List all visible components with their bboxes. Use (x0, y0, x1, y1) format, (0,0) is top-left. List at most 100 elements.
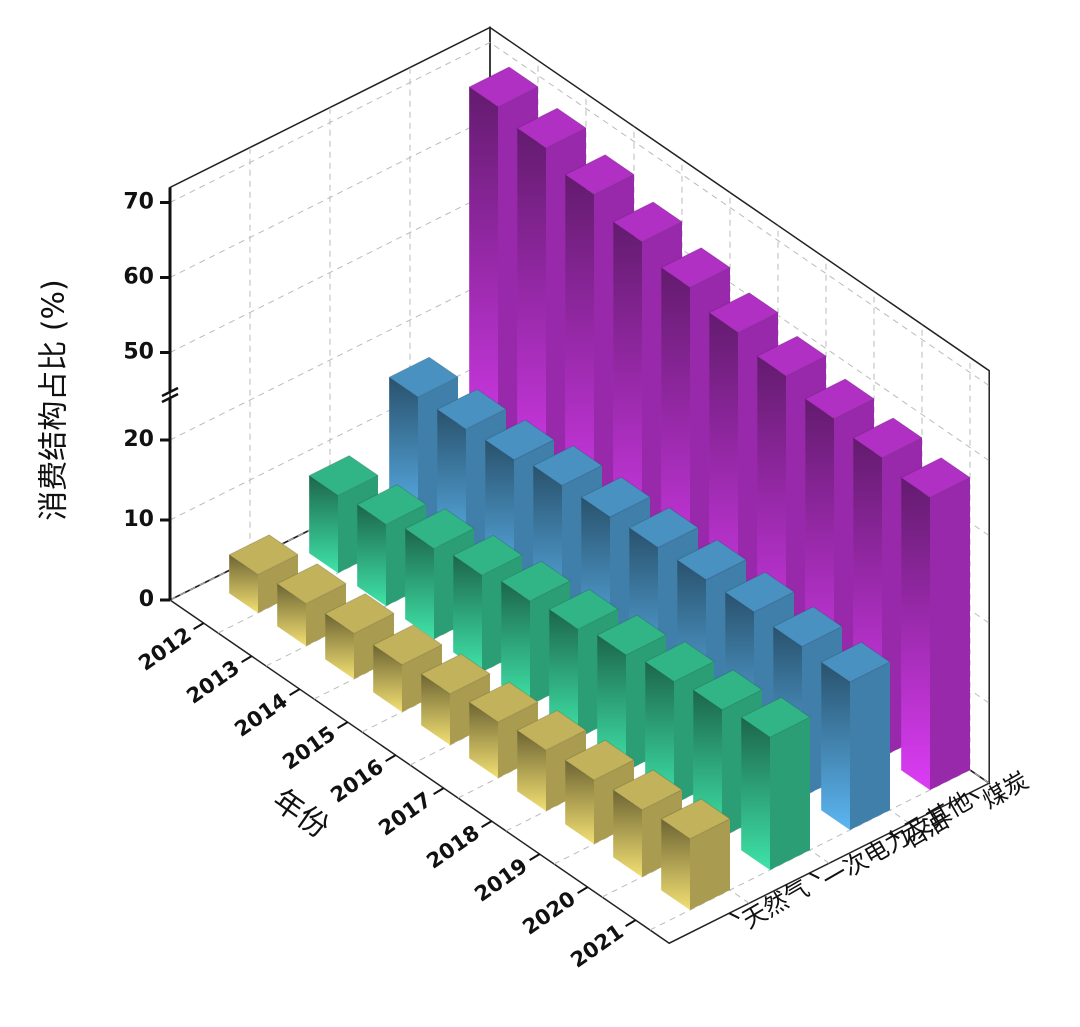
bar-front-shade (277, 583, 306, 646)
bar-top (612, 201, 683, 243)
bar-top-shade (405, 508, 474, 549)
bar-top-shade (517, 710, 586, 751)
x-tick (433, 787, 445, 795)
bar-top (804, 378, 875, 420)
bar-front-shade (613, 790, 642, 877)
y-tick-label: 50 (123, 340, 154, 365)
x-tick-label: 2013 (182, 655, 244, 708)
bar-top (900, 457, 971, 499)
bar-top (692, 669, 763, 711)
bar-front-shade (469, 702, 498, 778)
bar-front-shade (405, 528, 434, 639)
x-tick-label: 2019 (470, 853, 532, 906)
bar-top-shade (725, 572, 794, 612)
bar-top-shade (549, 589, 618, 630)
z-tick (808, 872, 820, 880)
bar-top-shade (325, 593, 394, 634)
x-tick (289, 688, 301, 696)
bar-top-shade (661, 799, 730, 839)
bar-top-shade (613, 201, 682, 242)
bar-top-shade (309, 455, 378, 496)
bar-front-shade (421, 674, 450, 745)
z-tick (728, 912, 740, 920)
y-tick-label: 60 (123, 265, 154, 290)
bar-front-shade (661, 819, 690, 910)
bar (228, 534, 299, 613)
bar-top (676, 539, 747, 581)
bar-top-shade (517, 108, 586, 148)
bar-top (436, 388, 507, 430)
axis-break (161, 392, 179, 404)
x-tick-label: 2021 (566, 919, 628, 972)
bar-top-shade (629, 507, 698, 548)
bar-top (516, 107, 587, 149)
bar-top (628, 507, 699, 549)
bar-top-shade (901, 457, 970, 498)
bar-top (372, 624, 443, 666)
bar-top-shade (613, 770, 682, 810)
z-tick-label: 煤炭 (978, 766, 1034, 814)
x-tick (577, 886, 589, 894)
x-tick (193, 622, 205, 630)
bar-front-shade (821, 662, 850, 830)
bar-top (468, 681, 539, 723)
bar-top (756, 335, 827, 377)
bar-top (516, 709, 587, 751)
bar-top-shade (421, 654, 490, 694)
bar-top-shade (661, 247, 730, 288)
x-tick (481, 820, 493, 828)
bar-top-shade (709, 292, 778, 333)
z-tick (968, 792, 980, 800)
bar-front-shade (549, 609, 578, 738)
y-tick-label: 70 (123, 190, 154, 215)
bar-top (660, 247, 731, 289)
bar-front-shade (309, 475, 338, 573)
bar-top (564, 154, 635, 196)
x-tick (529, 853, 541, 861)
bar-top-shade (357, 484, 426, 525)
bar-top (324, 593, 395, 634)
bar-top (580, 476, 651, 518)
bar-top-shade (821, 642, 890, 682)
bar-top (420, 653, 491, 695)
bar-top (468, 66, 539, 108)
y-tick-label: 10 (123, 507, 154, 532)
bar-front-shade (325, 613, 354, 679)
bar-top (500, 560, 571, 602)
bar-top (484, 419, 555, 461)
bar-top-shade (805, 378, 874, 419)
bar-top-shade (373, 625, 442, 665)
bar-top-shade (485, 420, 554, 460)
x-axis-title: 年份 (266, 783, 335, 846)
bar-side-shade (930, 477, 970, 790)
bar-top (772, 606, 843, 648)
bar-front-shade (645, 661, 674, 804)
bar-top-shade (581, 477, 650, 517)
bar (820, 641, 891, 830)
bar-top (820, 641, 891, 683)
bar-top-shade (677, 540, 746, 580)
x-tick (385, 754, 397, 762)
x-tick-label: 2014 (230, 688, 292, 741)
bar-top-shade (277, 563, 346, 604)
axis-break (161, 386, 179, 398)
bar-top-shade (597, 615, 666, 655)
bar-top-shade (437, 389, 506, 430)
x-tick-label: 2012 (134, 622, 196, 675)
y-tick-label: 0 (139, 587, 154, 612)
bar-top (644, 641, 715, 683)
bar-top (708, 292, 779, 334)
x-tick-label: 2017 (374, 787, 436, 840)
bar-top (276, 563, 347, 605)
bar-top-shade (773, 606, 842, 647)
x-tick-label: 2016 (326, 754, 388, 807)
bar-top-shade (453, 535, 522, 576)
bar-top (356, 484, 427, 525)
bar-front-shade (229, 554, 258, 613)
bar-top (612, 769, 683, 811)
bar-top (596, 614, 667, 656)
bar-top-shade (469, 66, 538, 107)
bar-top-shade (693, 670, 762, 710)
bar-top-shade (389, 357, 458, 397)
